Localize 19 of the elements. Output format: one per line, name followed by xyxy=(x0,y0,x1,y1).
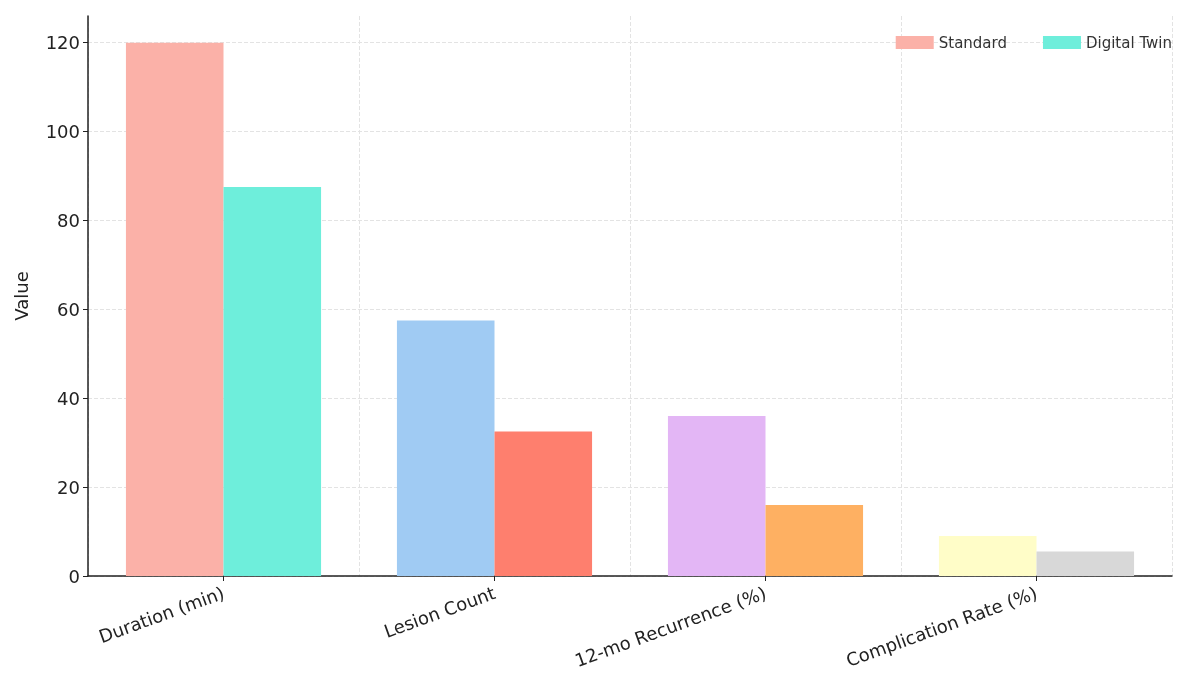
y-tick-label: 60 xyxy=(57,298,80,320)
bar xyxy=(1036,551,1135,576)
y-tick-label: 80 xyxy=(57,209,80,231)
bar xyxy=(765,504,864,576)
bar xyxy=(223,187,322,576)
bar xyxy=(938,536,1037,576)
bar xyxy=(396,320,495,576)
bar xyxy=(667,416,766,576)
y-tick-label: 120 xyxy=(45,32,80,54)
legend-label: Standard xyxy=(938,33,1007,52)
y-tick-label: 40 xyxy=(57,387,80,409)
y-axis-title: Value xyxy=(10,271,32,321)
x-tick-label: Lesion Count xyxy=(381,582,499,642)
legend-label: Digital Twin xyxy=(1085,33,1173,52)
bar xyxy=(125,42,224,576)
y-tick-label: 100 xyxy=(45,121,80,143)
y-tick-label: 20 xyxy=(57,476,80,498)
bar xyxy=(494,431,593,576)
y-tick-label: 0 xyxy=(68,565,80,587)
